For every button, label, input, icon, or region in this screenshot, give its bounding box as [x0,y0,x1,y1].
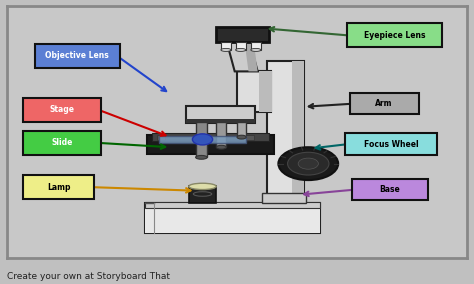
FancyBboxPatch shape [251,42,261,50]
FancyBboxPatch shape [23,175,94,199]
FancyBboxPatch shape [196,122,207,157]
FancyBboxPatch shape [35,44,120,68]
Ellipse shape [236,48,246,51]
FancyBboxPatch shape [237,71,272,112]
FancyBboxPatch shape [259,71,272,112]
Circle shape [278,147,338,180]
Text: Lamp: Lamp [47,183,71,191]
FancyBboxPatch shape [23,131,101,155]
FancyBboxPatch shape [156,135,165,140]
FancyBboxPatch shape [159,136,246,143]
FancyBboxPatch shape [147,135,274,154]
FancyBboxPatch shape [350,93,419,114]
FancyBboxPatch shape [236,42,246,50]
Ellipse shape [251,48,261,51]
FancyBboxPatch shape [221,42,231,50]
Polygon shape [244,37,258,71]
FancyBboxPatch shape [145,202,320,208]
FancyBboxPatch shape [237,122,246,137]
Text: Slide: Slide [52,138,73,147]
Text: Focus Wheel: Focus Wheel [364,139,419,149]
Ellipse shape [189,183,216,189]
FancyBboxPatch shape [145,203,320,233]
FancyBboxPatch shape [262,193,306,203]
Ellipse shape [237,135,246,139]
Text: Base: Base [380,185,400,194]
Text: Arm: Arm [375,99,393,108]
Ellipse shape [221,48,231,51]
FancyBboxPatch shape [186,106,255,123]
Text: Stage: Stage [50,105,75,114]
Polygon shape [226,37,258,71]
FancyBboxPatch shape [152,133,269,141]
Ellipse shape [196,155,207,159]
FancyBboxPatch shape [189,186,216,203]
FancyBboxPatch shape [216,27,269,42]
Circle shape [192,134,213,145]
FancyBboxPatch shape [23,98,101,122]
Text: Create your own at Storyboard That: Create your own at Storyboard That [7,272,170,281]
Circle shape [288,152,329,175]
Ellipse shape [216,145,227,149]
Text: Objective Lens: Objective Lens [46,51,109,60]
FancyBboxPatch shape [216,122,227,147]
FancyBboxPatch shape [292,61,304,203]
FancyBboxPatch shape [267,61,304,203]
FancyBboxPatch shape [345,133,437,155]
Text: Eyepiece Lens: Eyepiece Lens [364,31,425,40]
FancyBboxPatch shape [352,179,428,200]
FancyBboxPatch shape [186,119,255,123]
FancyBboxPatch shape [145,208,320,233]
Circle shape [298,158,319,169]
FancyBboxPatch shape [347,23,442,47]
FancyBboxPatch shape [246,135,255,140]
